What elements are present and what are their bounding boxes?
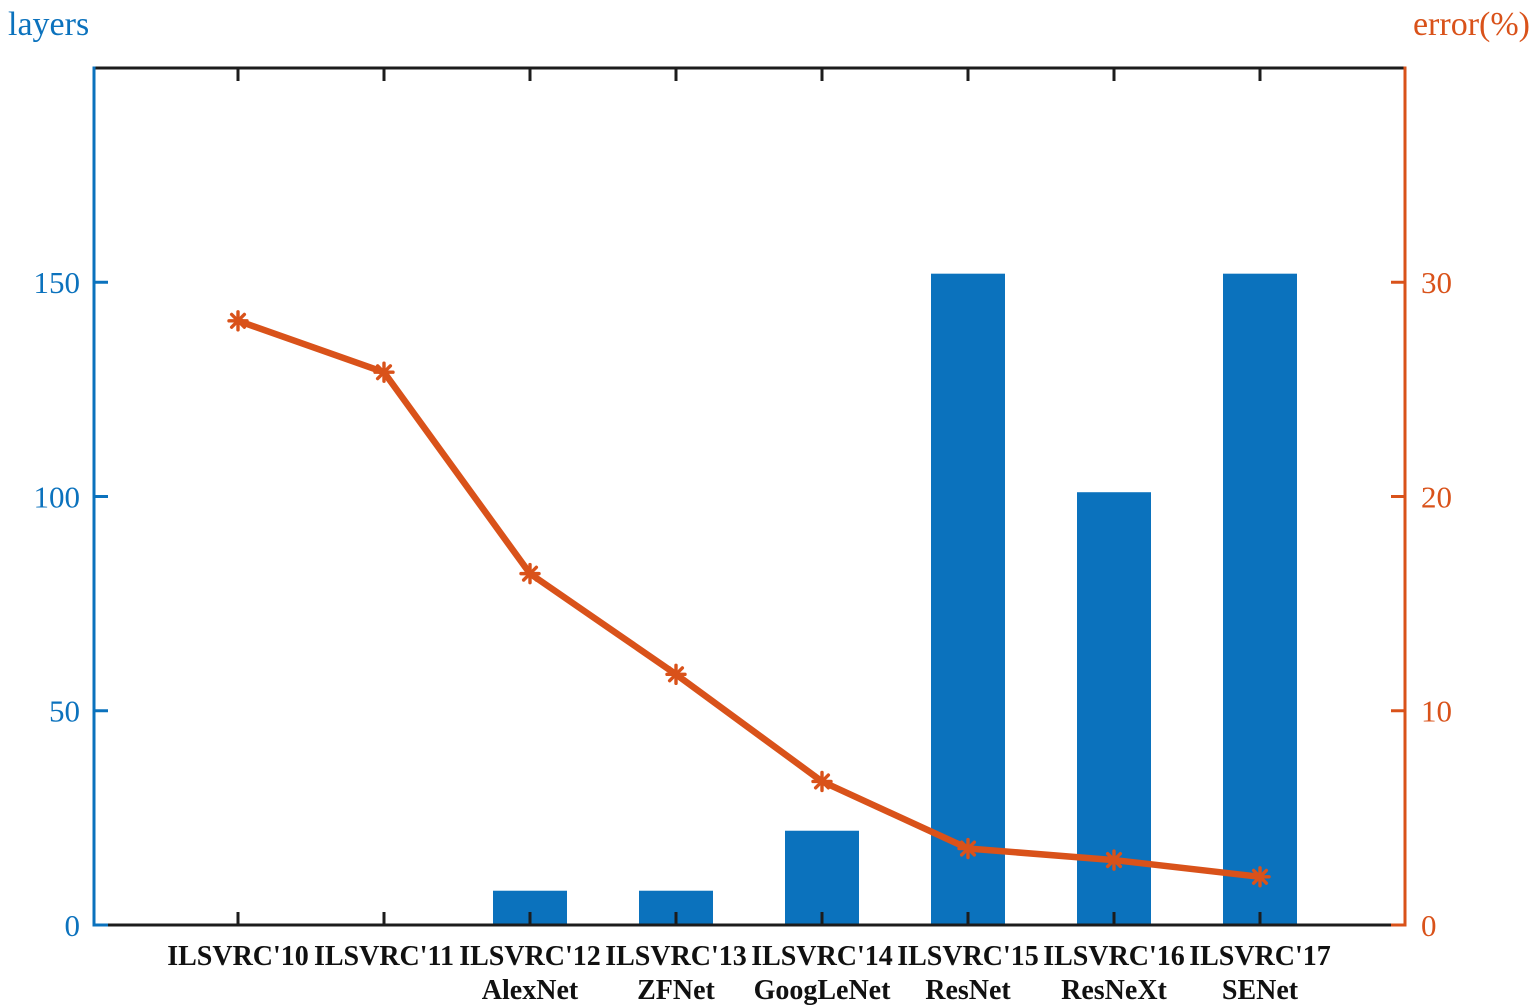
error-marker-ilsvrc14 [811, 770, 833, 793]
x-tick-label: ILSVRC'14 [751, 941, 893, 972]
right-axis-title: error(%) [1412, 6, 1530, 43]
left-tick-label: 50 [49, 694, 80, 729]
marker-spoke [521, 565, 539, 582]
x-tick-sublabel: AlexNet [482, 975, 579, 1006]
x-tick-label: ILSVRC'17 [1189, 941, 1331, 972]
x-tick-label: ILSVRC'10 [167, 941, 309, 972]
x-tick-sublabel: ZFNet [637, 975, 715, 1006]
marker-spoke [375, 364, 393, 381]
x-tick-sublabel: ResNet [925, 975, 1011, 1006]
right-tick-label: 10 [1421, 694, 1452, 729]
error-marker-ilsvrc10 [227, 310, 249, 332]
x-tick-label: ILSVRC'13 [605, 941, 747, 972]
error-marker-ilsvrc17 [1249, 866, 1271, 888]
x-tick-label: ILSVRC'16 [1043, 941, 1185, 972]
error-marker-ilsvrc12 [519, 562, 541, 585]
left-tick-label: 0 [65, 908, 81, 943]
marker-spoke [959, 840, 977, 857]
right-tick-label: 20 [1421, 479, 1452, 514]
marker-spoke [667, 666, 685, 683]
left-axis-title: layers [8, 6, 90, 43]
x-tick-sublabel: SENet [1222, 975, 1299, 1006]
bar-googlenet [785, 830, 859, 925]
x-tick-label: ILSVRC'11 [314, 941, 454, 972]
error-marker-ilsvrc16 [1103, 849, 1125, 871]
left-tick-label: 100 [34, 479, 81, 514]
marker-spoke [1105, 852, 1123, 869]
bar-senet [1223, 273, 1297, 925]
x-tick-sublabel: GoogLeNet [754, 975, 892, 1006]
x-tick-label: ILSVRC'15 [897, 941, 1039, 972]
left-tick-label: 150 [34, 265, 81, 300]
error-marker-ilsvrc15 [957, 837, 979, 860]
right-tick-label: 0 [1421, 908, 1437, 943]
marker-spoke [813, 773, 831, 790]
x-tick-label: ILSVRC'12 [459, 941, 601, 972]
error-line [234, 317, 1264, 881]
right-tick-label: 30 [1421, 265, 1452, 300]
marker-spoke [1251, 868, 1269, 885]
marker-spoke [229, 312, 247, 329]
error-marker-ilsvrc13 [665, 663, 687, 686]
error-marker-ilsvrc11 [373, 361, 395, 383]
x-tick-sublabel: ResNeXt [1061, 975, 1167, 1006]
bar-resnet [931, 273, 1005, 925]
